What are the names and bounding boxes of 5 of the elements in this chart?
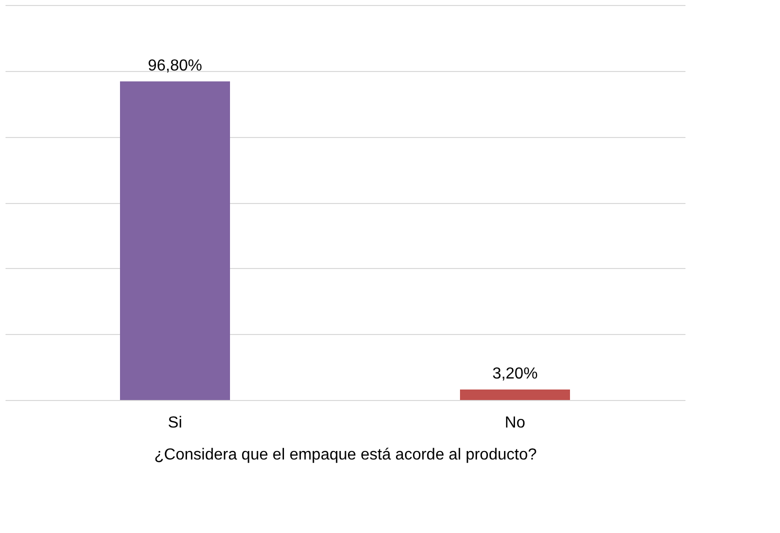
x-tick-label: Si: [168, 414, 182, 432]
x-tick-label: No: [504, 414, 526, 432]
data-label: 96,80%: [148, 57, 202, 74]
data-label: 3,20%: [492, 365, 538, 382]
x-axis-title: ¿Considera que el empaque está acorde al producto?: [154, 446, 537, 464]
